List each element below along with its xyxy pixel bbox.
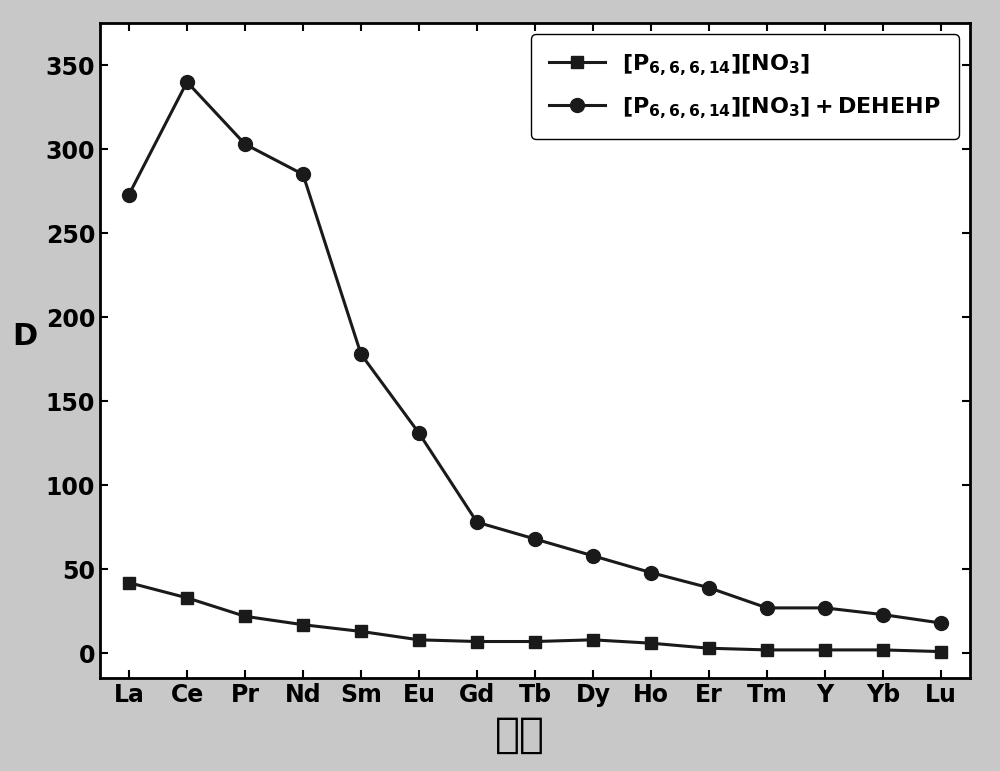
- $\mathbf{[P_{6,6,6,14}][NO_3]}$: [355, 627, 367, 636]
- $\mathbf{[P_{6,6,6,14}][NO_3]+DEHEHP}$: [471, 517, 483, 527]
- $\mathbf{[P_{6,6,6,14}][NO_3]}$: [587, 635, 599, 645]
- Legend: $\mathbf{[P_{6,6,6,14}][NO_3]}$, $\mathbf{[P_{6,6,6,14}][NO_3]+DEHEHP}$: $\mathbf{[P_{6,6,6,14}][NO_3]}$, $\mathb…: [531, 34, 959, 139]
- $\mathbf{[P_{6,6,6,14}][NO_3]}$: [181, 593, 193, 602]
- $\mathbf{[P_{6,6,6,14}][NO_3]}$: [297, 620, 309, 629]
- $\mathbf{[P_{6,6,6,14}][NO_3]}$: [819, 645, 831, 655]
- Y-axis label: D: D: [12, 322, 37, 351]
- $\mathbf{[P_{6,6,6,14}][NO_3]}$: [703, 644, 715, 653]
- $\mathbf{[P_{6,6,6,14}][NO_3]+DEHEHP}$: [587, 551, 599, 561]
- $\mathbf{[P_{6,6,6,14}][NO_3]+DEHEHP}$: [297, 170, 309, 179]
- $\mathbf{[P_{6,6,6,14}][NO_3]+DEHEHP}$: [819, 603, 831, 612]
- $\mathbf{[P_{6,6,6,14}][NO_3]+DEHEHP}$: [181, 77, 193, 86]
- Text: 元素: 元素: [495, 714, 545, 756]
- $\mathbf{[P_{6,6,6,14}][NO_3]+DEHEHP}$: [877, 610, 889, 619]
- $\mathbf{[P_{6,6,6,14}][NO_3]}$: [761, 645, 773, 655]
- $\mathbf{[P_{6,6,6,14}][NO_3]}$: [645, 638, 657, 648]
- $\mathbf{[P_{6,6,6,14}][NO_3]}$: [471, 637, 483, 646]
- $\mathbf{[P_{6,6,6,14}][NO_3]}$: [413, 635, 425, 645]
- $\mathbf{[P_{6,6,6,14}][NO_3]+DEHEHP}$: [529, 534, 541, 544]
- Line: $\mathbf{[P_{6,6,6,14}][NO_3]}$: $\mathbf{[P_{6,6,6,14}][NO_3]}$: [123, 577, 947, 657]
- $\mathbf{[P_{6,6,6,14}][NO_3]+DEHEHP}$: [413, 429, 425, 438]
- $\mathbf{[P_{6,6,6,14}][NO_3]}$: [877, 645, 889, 655]
- Line: $\mathbf{[P_{6,6,6,14}][NO_3]+DEHEHP}$: $\mathbf{[P_{6,6,6,14}][NO_3]+DEHEHP}$: [122, 75, 948, 630]
- $\mathbf{[P_{6,6,6,14}][NO_3]+DEHEHP}$: [935, 618, 947, 628]
- $\mathbf{[P_{6,6,6,14}][NO_3]+DEHEHP}$: [761, 603, 773, 612]
- $\mathbf{[P_{6,6,6,14}][NO_3]}$: [935, 647, 947, 656]
- $\mathbf{[P_{6,6,6,14}][NO_3]}$: [123, 578, 135, 588]
- $\mathbf{[P_{6,6,6,14}][NO_3]}$: [529, 637, 541, 646]
- $\mathbf{[P_{6,6,6,14}][NO_3]+DEHEHP}$: [123, 190, 135, 199]
- $\mathbf{[P_{6,6,6,14}][NO_3]+DEHEHP}$: [239, 140, 251, 149]
- $\mathbf{[P_{6,6,6,14}][NO_3]}$: [239, 611, 251, 621]
- $\mathbf{[P_{6,6,6,14}][NO_3]+DEHEHP}$: [703, 583, 715, 592]
- $\mathbf{[P_{6,6,6,14}][NO_3]+DEHEHP}$: [645, 568, 657, 577]
- $\mathbf{[P_{6,6,6,14}][NO_3]+DEHEHP}$: [355, 349, 367, 359]
